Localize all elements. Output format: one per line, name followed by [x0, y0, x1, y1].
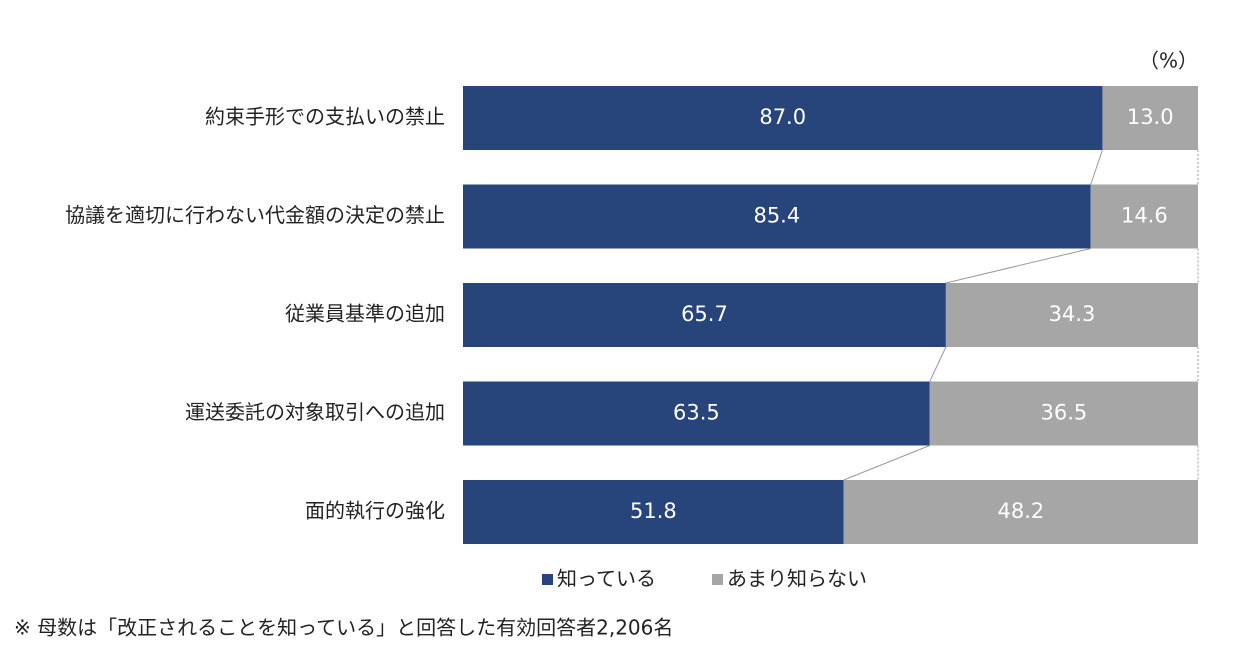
value-label: 14.6	[1121, 204, 1168, 228]
connector	[945, 248, 1091, 284]
legend-swatch	[542, 574, 553, 585]
value-label: 65.7	[681, 302, 728, 326]
connector	[843, 445, 930, 481]
bar-segment	[929, 381, 1198, 446]
value-label: 36.5	[1040, 401, 1087, 425]
legend-swatch	[712, 574, 723, 585]
bar-segment	[463, 480, 844, 544]
category-label: 協議を適切に行わない代金額の決定の禁止	[65, 203, 445, 227]
value-label: 85.4	[753, 204, 800, 228]
bar-segment	[463, 381, 930, 446]
value-label: 13.0	[1127, 105, 1174, 129]
bar-segment	[463, 283, 946, 347]
category-label: 従業員基準の追加	[285, 302, 445, 326]
connector	[929, 346, 947, 382]
value-label: 63.5	[673, 401, 720, 425]
value-label: 48.2	[997, 499, 1044, 523]
bar-segment	[843, 480, 1198, 544]
bar-segment	[945, 283, 1198, 347]
category-label: 約束手形での支払いの禁止	[205, 105, 445, 129]
category-label: 運送委託の対象取引への追加	[185, 400, 445, 424]
bar-segment	[1090, 184, 1198, 249]
value-label: 51.8	[630, 499, 677, 523]
bar-segment	[463, 184, 1091, 249]
bar-segment	[463, 86, 1103, 150]
connector	[1090, 149, 1103, 185]
value-label: 34.3	[1049, 302, 1096, 326]
footnote: ※ 母数は「改正されることを知っている」と回答した有効回答者2,206名	[14, 616, 673, 640]
legend-label: 知っている	[557, 567, 656, 591]
unit-label: （%）	[1139, 49, 1198, 73]
bar-segment	[1102, 86, 1198, 150]
category-label: 面的執行の強化	[305, 499, 445, 523]
legend-label: あまり知らない	[727, 567, 867, 591]
value-label: 87.0	[759, 105, 806, 129]
